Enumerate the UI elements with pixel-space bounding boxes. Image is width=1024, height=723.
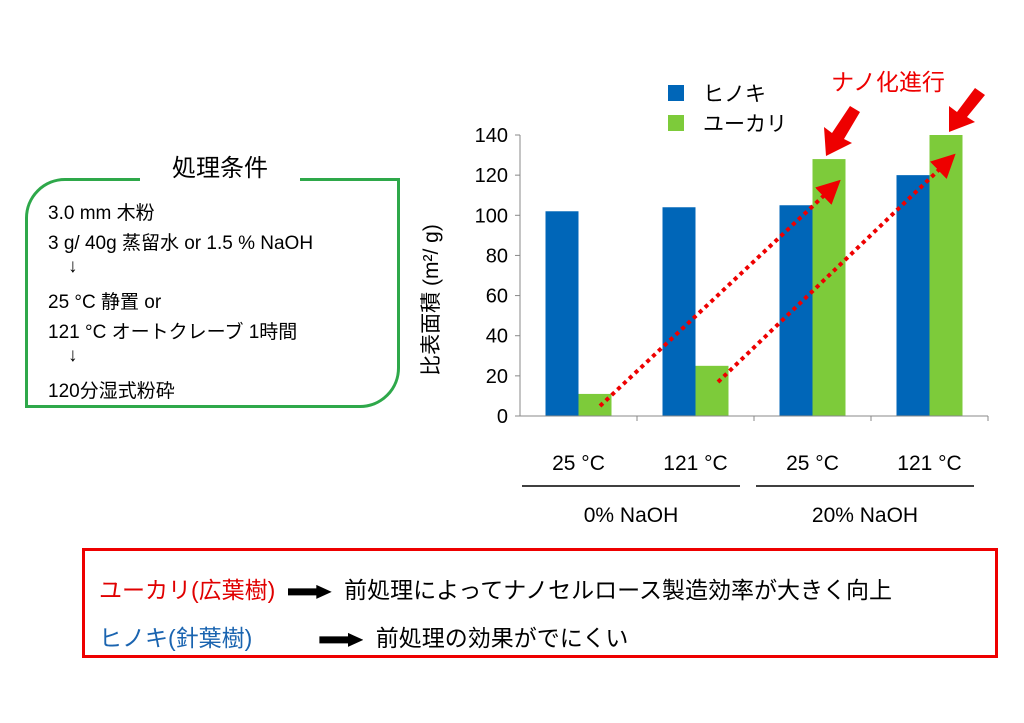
legend-label: ユーカリ — [703, 113, 787, 136]
bar-hinoki — [779, 205, 813, 416]
summary-label: ヒノキ(針葉樹) — [99, 625, 253, 651]
trend-arrow — [716, 153, 956, 384]
legend-swatch — [668, 115, 684, 131]
summary-row: ヒノキ(針葉樹) 前処理の効果がでにくい — [99, 619, 628, 653]
bar-hinoki — [662, 207, 696, 416]
condition-line: 120分湿式粉砕 — [48, 381, 175, 402]
x-tick-label: 25 °C — [786, 452, 839, 475]
legend-swatch — [668, 85, 684, 101]
right-arrow-icon — [287, 584, 332, 599]
y-axis-label: 比表面積 (m²/ g) — [420, 224, 443, 376]
x-tick-label: 121 °C — [897, 452, 961, 475]
pointer-arrow-icon — [824, 106, 860, 156]
y-tick-label: 40 — [486, 326, 508, 348]
conditions-title: 処理条件 — [140, 148, 300, 183]
legend-label: ヒノキ — [703, 83, 766, 106]
y-tick-label: 20 — [486, 366, 508, 388]
bar-hinoki — [896, 175, 930, 416]
bar-eucalyptus — [578, 393, 612, 416]
down-arrow-icon: ↓ — [68, 256, 78, 277]
y-tick-label: 0 — [497, 406, 508, 428]
summary-label: ユーカリ(広葉樹) — [99, 577, 276, 603]
y-tick-label: 100 — [475, 205, 508, 227]
x-tick-label: 25 °C — [552, 452, 605, 475]
group-label: 20% NaOH — [812, 504, 918, 527]
bar-eucalyptus — [695, 365, 729, 416]
trend-arrow — [598, 179, 841, 408]
group-label: 0% NaOH — [584, 504, 679, 527]
right-arrow-icon — [319, 632, 364, 647]
summary-text: 前処理の効果がでにくい — [375, 625, 629, 651]
y-tick-label: 140 — [475, 125, 508, 147]
pointer-arrow-icon — [949, 88, 985, 132]
y-tick-label: 120 — [475, 165, 508, 187]
condition-line: 25 °C 静置 or — [48, 292, 162, 313]
condition-line: 3 g/ 40g 蒸留水 or 1.5 % NaOH — [48, 233, 314, 254]
bar-eucalyptus — [929, 135, 963, 416]
annotation-label: ナノ化進行 — [831, 69, 945, 95]
down-arrow-icon: ↓ — [68, 345, 78, 366]
summary-box: ユーカリ(広葉樹) 前処理によってナノセルロース製造効率が大きく向上 ヒノキ(針… — [82, 548, 998, 658]
condition-line: 121 °C オートクレーブ 1時間 — [48, 322, 298, 343]
bar-hinoki — [545, 211, 579, 416]
x-tick-label: 121 °C — [663, 452, 727, 475]
summary-row: ユーカリ(広葉樹) 前処理によってナノセルロース製造効率が大きく向上 — [99, 571, 892, 605]
summary-text: 前処理によってナノセルロース製造効率が大きく向上 — [344, 577, 892, 603]
condition-line: 3.0 mm 木粉 — [48, 203, 155, 224]
y-tick-label: 80 — [486, 245, 508, 267]
y-tick-label: 60 — [486, 286, 508, 308]
